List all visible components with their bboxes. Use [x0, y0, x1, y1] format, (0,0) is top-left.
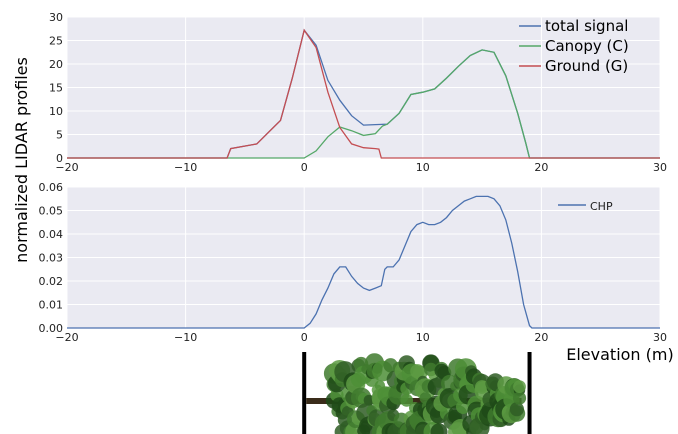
y-tick-label: 10 — [49, 105, 63, 118]
x-tick-label: 20 — [534, 331, 548, 344]
x-tick-label: 0 — [301, 161, 308, 174]
y-tick-label: 0.00 — [39, 322, 64, 335]
y-tick-label: 5 — [56, 129, 63, 142]
tree-foliage — [430, 423, 448, 434]
x-tick-label: 10 — [416, 331, 430, 344]
y-tick-label: 20 — [49, 58, 63, 71]
x-tick-label: 30 — [653, 161, 667, 174]
series-line-canopy-c — [67, 49, 660, 159]
x-tick-label: 20 — [534, 161, 548, 174]
tree-foliage — [509, 402, 524, 417]
figure-ylabel: normalized LIDAR profiles — [12, 57, 31, 263]
tree-top-bar — [527, 352, 532, 434]
x-tick-label: −20 — [55, 331, 78, 344]
figure-xlabel: Elevation (m) — [566, 345, 673, 364]
x-tick-label: 10 — [416, 161, 430, 174]
y-tick-label: 0.05 — [39, 205, 64, 218]
x-tick-label: −10 — [174, 161, 197, 174]
x-tick-label: 30 — [653, 331, 667, 344]
x-tick-label: 0 — [301, 331, 308, 344]
legend-label: CHP — [590, 200, 613, 213]
x-tick-label: −20 — [55, 161, 78, 174]
y-tick-label: 25 — [49, 35, 63, 48]
legend-label: Canopy (C) — [545, 37, 629, 55]
tree-foliage — [512, 391, 527, 405]
tree-icon — [302, 352, 532, 434]
legend-label: Ground (G) — [545, 57, 628, 75]
y-tick-label: 0.04 — [39, 228, 64, 241]
series-line-ground-g — [67, 28, 660, 159]
tree-foliage — [513, 380, 526, 393]
tree-base-bar — [302, 352, 307, 434]
legend-label: total signal — [545, 17, 628, 35]
top-chart: −20 −10 0 10 20 30 0 5 10 15 20 25 30 total signal Can… — [49, 11, 667, 174]
bottom-chart: −20 −10 0 10 20 30 0.00 0.01 0.02 0.03 0.04 0.05 0.0… — [39, 181, 668, 344]
x-tick-label: −10 — [174, 331, 197, 344]
tree-foliage — [400, 394, 414, 407]
y-tick-label: 0.03 — [39, 252, 64, 265]
y-tick-label: 15 — [49, 82, 63, 95]
y-tick-label: 0 — [56, 152, 63, 165]
series-line-chp — [67, 195, 660, 329]
tree-trunk — [306, 398, 522, 404]
y-tick-label: 30 — [49, 11, 63, 24]
y-tick-label: 0.01 — [39, 299, 64, 312]
y-tick-label: 0.06 — [39, 181, 64, 194]
y-tick-label: 0.02 — [39, 275, 64, 288]
